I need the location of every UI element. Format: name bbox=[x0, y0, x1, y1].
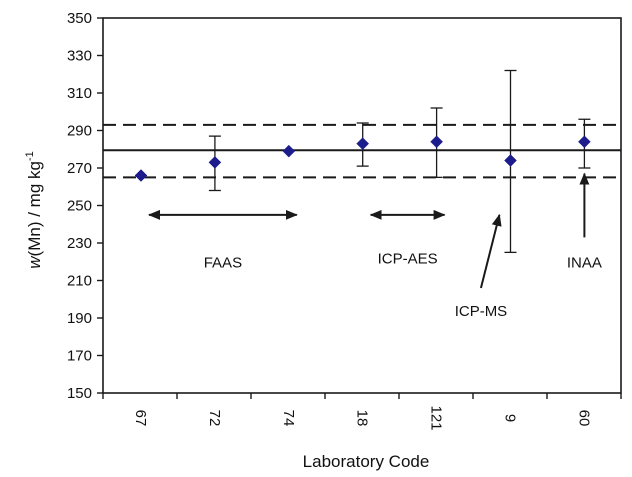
data-point-67 bbox=[134, 169, 148, 182]
y-tick-label: 230 bbox=[67, 235, 92, 252]
annotation-label-icp-ms: ICP-MS bbox=[455, 303, 508, 320]
y-tick-label: 310 bbox=[67, 85, 92, 102]
error-bars bbox=[208, 69, 591, 254]
reference-lines bbox=[103, 123, 621, 179]
y-tick-label: 210 bbox=[67, 273, 92, 290]
data-point-18 bbox=[356, 137, 370, 150]
data-points bbox=[134, 135, 591, 182]
data-point-72 bbox=[208, 156, 222, 169]
annotation-label-inaa: INAA bbox=[567, 254, 602, 271]
x-tick-label: 67 bbox=[132, 410, 149, 427]
data-point-74 bbox=[282, 144, 296, 158]
y-tick-label: 150 bbox=[67, 385, 92, 402]
y-tick-label: 350 bbox=[67, 10, 92, 27]
plot-border bbox=[102, 17, 622, 394]
annotations: FAAS ICP-AES ICP-MS INAA bbox=[148, 172, 602, 320]
data-point-9 bbox=[504, 154, 517, 167]
y-axis-title-exponent: -1 bbox=[24, 151, 36, 161]
x-tick-label: 121 bbox=[428, 405, 445, 430]
annotation-label-faas: FAAS bbox=[204, 254, 242, 271]
pointer-arrow-icp-ms bbox=[479, 213, 502, 289]
x-axis: 67 72 74 18 121 9 60 bbox=[102, 393, 622, 431]
y-tick-label: 190 bbox=[67, 310, 92, 327]
x-axis-title: Laboratory Code bbox=[303, 452, 430, 471]
x-tick-label: 60 bbox=[575, 410, 592, 427]
y-axis-title: w(Mn) / mg kg-1 bbox=[24, 151, 44, 268]
x-tick-label: 72 bbox=[206, 410, 223, 427]
x-tick-label: 9 bbox=[502, 414, 519, 422]
y-axis-title-symbol: w bbox=[25, 255, 44, 269]
plot-area bbox=[102, 17, 622, 394]
x-tick-label: 74 bbox=[280, 410, 297, 427]
x-tick-label: 18 bbox=[354, 410, 371, 427]
y-tick-label: 330 bbox=[67, 48, 92, 65]
y-tick-label: 250 bbox=[67, 198, 92, 215]
y-tick-label: 290 bbox=[67, 123, 92, 140]
annotation-label-icp-aes: ICP-AES bbox=[378, 251, 438, 268]
y-axis-title-text: (Mn) / mg kg bbox=[25, 161, 44, 256]
y-axis: 150 170 190 210 230 250 270 290 310 330 350 bbox=[67, 10, 103, 402]
y-tick-label: 270 bbox=[67, 160, 92, 177]
y-tick-label: 170 bbox=[67, 348, 92, 365]
data-point-121 bbox=[430, 135, 443, 149]
data-point-60 bbox=[578, 135, 591, 149]
